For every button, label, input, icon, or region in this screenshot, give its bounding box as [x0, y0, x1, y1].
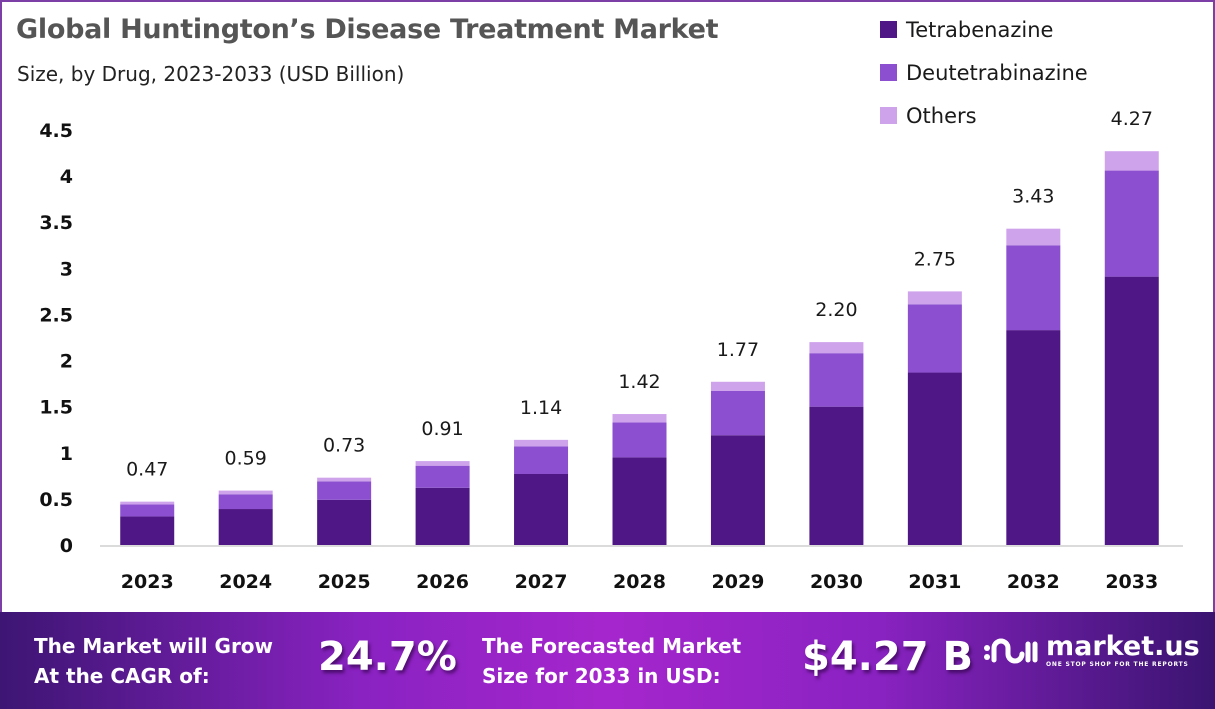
- bar-segment-tetrabenazine-2029: [710, 435, 765, 545]
- x-tick-label-2033: 2033: [1105, 571, 1158, 593]
- logo-wordmark: market.us: [1046, 630, 1200, 662]
- bar-segment-tetrabenazine-2026: [415, 487, 470, 545]
- stacked-bar-chart: 0 0.5 1 1.5 2 2.5 3 3.5 4 4.5 0.47 2023 0.59 2024 0.73…: [39, 108, 1183, 593]
- x-tick-label-2026: 2026: [416, 571, 469, 593]
- bar-segment-deutetrabinazine-2027: [514, 446, 569, 474]
- y-tick-label: 2.5: [39, 304, 73, 326]
- y-tick-label: 4.5: [39, 120, 73, 142]
- x-tick-label-2025: 2025: [318, 571, 371, 593]
- bar-segment-others-2023: [120, 501, 175, 505]
- bar-segment-deutetrabinazine-2028: [612, 422, 667, 458]
- bar-segment-others-2027: [514, 439, 569, 447]
- bar-segment-deutetrabinazine-2030: [809, 353, 864, 407]
- y-tick-label: 3.5: [39, 212, 73, 234]
- legend-swatch-tetrabenazine: [880, 21, 897, 38]
- bar-segment-deutetrabinazine-2025: [317, 481, 372, 500]
- bar-segment-tetrabenazine-2030: [809, 406, 864, 545]
- chart-title: Global Huntington’s Disease Treatment Ma…: [16, 14, 719, 45]
- bar-segment-tetrabenazine-2024: [218, 509, 273, 545]
- bar-segment-tetrabenazine-2025: [317, 499, 372, 545]
- forecast-label: The Forecasted Market Size for 2033 in U…: [482, 631, 741, 691]
- x-tick-label-2027: 2027: [515, 571, 568, 593]
- y-tick-label: 1: [60, 443, 73, 465]
- bar-total-label-2028: 1.42: [618, 371, 660, 393]
- bar-segment-deutetrabinazine-2033: [1104, 170, 1159, 277]
- chart-subtitle: Size, by Drug, 2023-2033 (USD Billion): [17, 62, 405, 86]
- bar-segment-others-2033: [1104, 151, 1159, 171]
- bar-segment-deutetrabinazine-2026: [415, 465, 470, 488]
- x-tick-label-2023: 2023: [121, 571, 174, 593]
- bar-segment-deutetrabinazine-2031: [907, 304, 962, 373]
- x-tick-label-2029: 2029: [712, 571, 765, 593]
- bar-total-label-2027: 1.14: [520, 397, 562, 419]
- y-tick-label: 1.5: [39, 397, 73, 419]
- bar-segment-tetrabenazine-2023: [120, 516, 175, 545]
- bar-segment-others-2029: [710, 381, 765, 391]
- cagr-label-line1: The Market will Grow: [34, 634, 274, 658]
- bar-segment-deutetrabinazine-2023: [120, 504, 175, 517]
- forecast-label-line1: The Forecasted Market: [482, 634, 742, 658]
- bar-total-label-2023: 0.47: [126, 459, 168, 481]
- bar-segment-others-2032: [1006, 228, 1061, 246]
- bar-total-label-2031: 2.75: [914, 248, 956, 270]
- bar-segment-tetrabenazine-2031: [907, 372, 962, 545]
- bar-segment-tetrabenazine-2032: [1006, 330, 1061, 545]
- legend-item-tetrabenazine: Tetrabenazine: [880, 8, 1088, 51]
- bar-segment-others-2026: [415, 461, 470, 466]
- bar-total-label-2030: 2.20: [815, 299, 857, 321]
- bar-total-label-2032: 3.43: [1012, 186, 1054, 208]
- y-tick-label: 3: [60, 258, 73, 280]
- bar-total-label-2024: 0.59: [225, 448, 267, 470]
- forecast-value: $4.27 B: [802, 634, 973, 680]
- bar-segment-others-2025: [317, 477, 372, 482]
- bar-segment-others-2030: [809, 342, 864, 354]
- legend-item-deutetrabinazine: Deutetrabinazine: [880, 51, 1088, 94]
- cagr-value: 24.7%: [318, 634, 457, 680]
- bar-segment-deutetrabinazine-2029: [710, 390, 765, 436]
- y-tick-label: 0: [60, 535, 73, 557]
- bar-segment-others-2028: [612, 414, 667, 423]
- logo-tagline: ONE STOP SHOP FOR THE REPORTS: [1046, 660, 1189, 668]
- x-tick-label-2024: 2024: [219, 571, 272, 593]
- legend-label-others: Others: [906, 103, 977, 128]
- market-us-logo-icon: [984, 638, 1038, 664]
- bar-segment-tetrabenazine-2033: [1104, 276, 1159, 545]
- legend: Tetrabenazine Deutetrabinazine Others: [880, 8, 1088, 137]
- footer-banner: The Market will Grow At the CAGR of: 24.…: [0, 612, 1215, 709]
- bar-segment-deutetrabinazine-2024: [218, 494, 273, 510]
- bar-total-label-2026: 0.91: [421, 418, 463, 440]
- bar-segment-tetrabenazine-2027: [514, 473, 569, 545]
- bar-segment-others-2031: [907, 291, 962, 305]
- x-tick-label-2030: 2030: [810, 571, 863, 593]
- legend-item-others: Others: [880, 94, 1088, 137]
- legend-label-tetrabenazine: Tetrabenazine: [906, 17, 1054, 42]
- bar-segment-tetrabenazine-2028: [612, 457, 667, 545]
- market-us-logo: market.us ONE STOP SHOP FOR THE REPORTS: [982, 630, 1200, 670]
- cagr-label: The Market will Grow At the CAGR of:: [34, 631, 273, 691]
- x-tick-label-2028: 2028: [613, 571, 666, 593]
- x-tick-label-2032: 2032: [1007, 571, 1060, 593]
- cagr-label-line2: At the CAGR of:: [34, 664, 210, 688]
- y-tick-label: 0.5: [39, 489, 73, 511]
- bar-segment-others-2024: [218, 490, 273, 495]
- legend-swatch-deutetrabinazine: [880, 64, 897, 81]
- bar-total-label-2033: 4.27: [1111, 108, 1153, 130]
- forecast-label-line2: Size for 2033 in USD:: [482, 664, 721, 688]
- legend-swatch-others: [880, 107, 897, 124]
- bar-total-label-2029: 1.77: [717, 339, 759, 361]
- bar-segment-deutetrabinazine-2032: [1006, 245, 1061, 331]
- y-tick-label: 4: [60, 166, 73, 188]
- bar-total-label-2025: 0.73: [323, 435, 365, 457]
- y-tick-label: 2: [60, 351, 73, 373]
- x-tick-label-2031: 2031: [908, 571, 961, 593]
- legend-label-deutetrabinazine: Deutetrabinazine: [906, 60, 1088, 85]
